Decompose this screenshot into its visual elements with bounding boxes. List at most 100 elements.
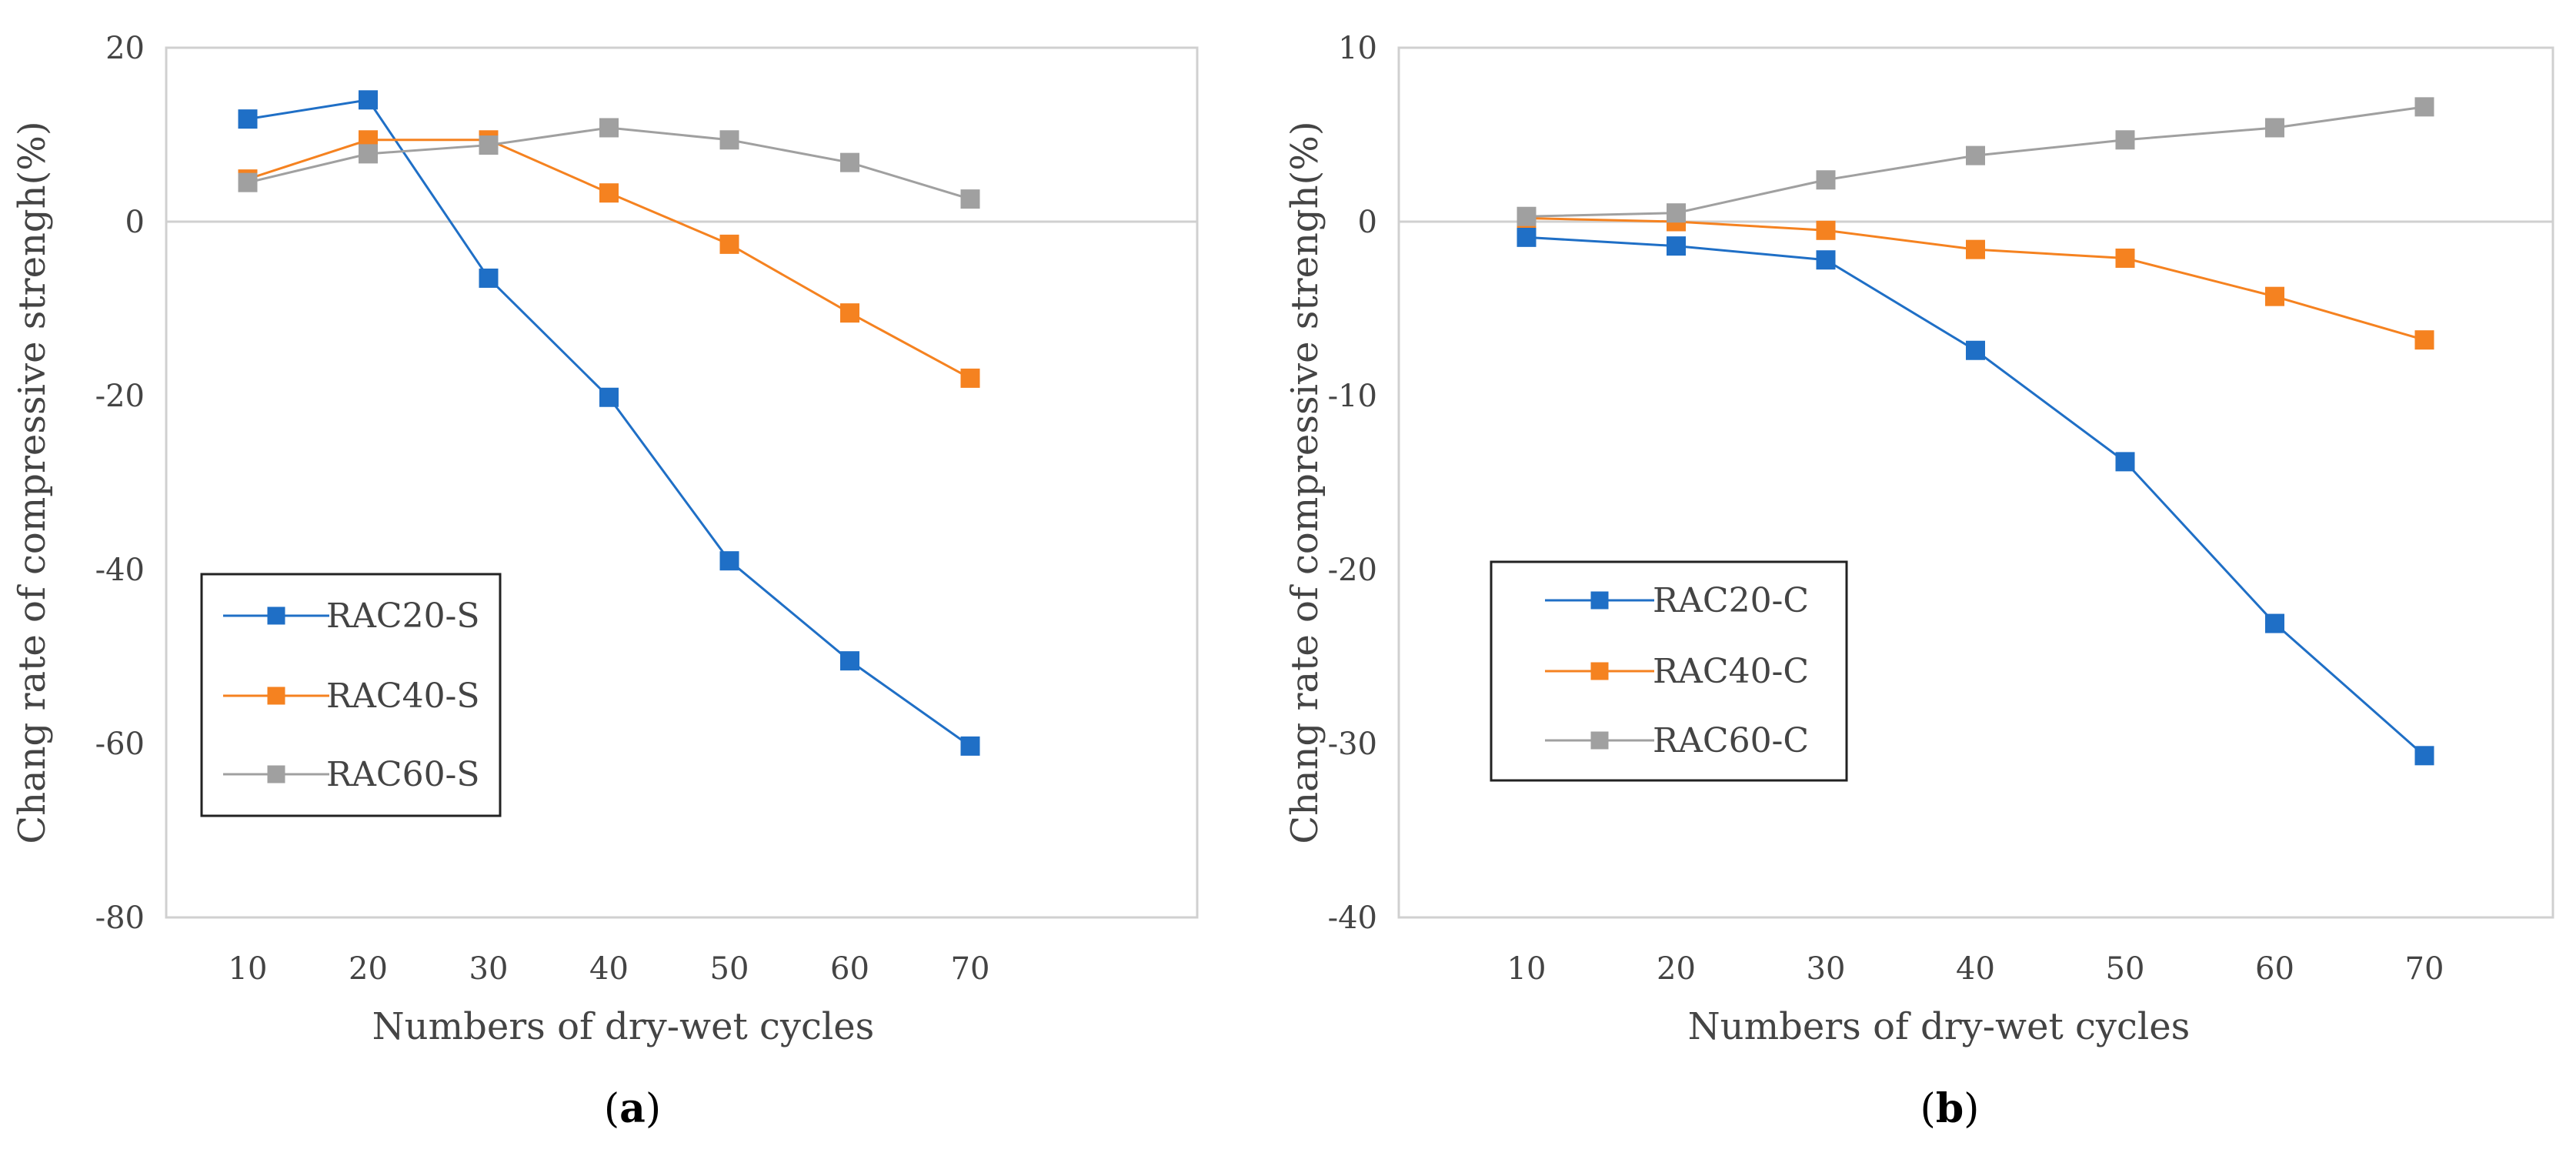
data-point [2115,130,2135,150]
x-tick-label: 50 [2106,951,2145,987]
y-tick-labels: 10 0 -10 -20 -30 -40 [1328,31,1377,936]
panel-b: 10 0 -10 -20 -30 -40 10 20 30 40 50 60 70 Chang rat… [1283,31,2554,1132]
legend-entry-rac60-s: RAC60-S [223,755,480,794]
plot-frame [1397,46,2554,919]
data-point [960,736,980,756]
series-layer [238,90,980,756]
y-tick-label: -20 [1328,553,1377,588]
x-tick-label: 60 [2255,951,2294,987]
data-point [2265,613,2284,633]
y-tick-label: 20 [105,31,145,66]
x-tick-label: 30 [469,951,509,987]
legend-marker [1590,662,1609,680]
x-tick-label: 20 [1657,951,1696,987]
data-point [479,135,499,155]
y-tick-label: -10 [1328,379,1377,414]
data-point [599,183,619,203]
data-point [238,172,258,192]
legend-label: RAC60-C [1653,721,1809,760]
data-point [840,303,859,323]
data-point [599,118,619,138]
legend-entry-rac40-s: RAC40-S [223,677,480,716]
data-point [2115,452,2135,472]
x-tick-label: 10 [229,951,268,987]
panel-caption: (b) [1920,1085,1980,1132]
legend-label: RAC20-C [1653,581,1809,620]
plot-frame [165,46,1199,919]
y-axis-title: Chang rate of compressive strengh(%) [1283,121,1326,844]
series-rac60-c [1517,97,2434,226]
data-point [1517,227,1537,247]
x-tick-label: 40 [589,951,629,987]
legend-marker [1590,731,1609,750]
data-point [719,130,739,150]
panel-letter: b [1936,1085,1964,1132]
y-tick-label: -80 [95,900,145,936]
legend-marker [267,765,285,783]
legend-label: RAC40-C [1653,652,1809,691]
legend-entry-rac20-c: RAC20-C [1545,581,1809,620]
data-point [599,387,619,407]
series-line [247,139,971,379]
data-point [1816,220,1836,240]
data-point [479,268,499,288]
data-point [1966,239,1985,259]
legend-marker [267,606,285,625]
x-axis-title: Numbers of dry-wet cycles [372,1005,875,1048]
x-tick-label: 70 [951,951,990,987]
data-point [2414,97,2434,117]
data-point [1966,340,1985,360]
data-point [2414,746,2434,766]
x-tick-label: 40 [1956,951,1995,987]
data-point [238,109,258,129]
x-tick-label: 20 [349,951,388,987]
y-tick-label: 10 [1338,31,1377,66]
legend-entry-rac20-s: RAC20-S [223,596,480,636]
panel-caption: (a) [604,1085,661,1132]
data-point [2115,248,2135,268]
legend-entry-rac60-c: RAC60-C [1545,721,1809,760]
panel-letter: a [619,1085,646,1132]
y-tick-label: -40 [95,553,145,588]
series-line [1526,216,2425,342]
x-tick-labels: 10 20 30 40 50 60 70 [1507,951,2444,987]
x-tick-label: 30 [1807,951,1846,987]
y-tick-label: -60 [95,727,145,762]
data-point [719,234,739,254]
data-point [1667,236,1686,256]
legend-label: RAC40-S [326,677,480,716]
x-tick-label: 60 [830,951,869,987]
legend-label: RAC20-S [326,596,480,636]
y-tick-labels: 20 0 -20 -40 -60 -80 [95,31,145,936]
x-tick-label: 70 [2405,951,2444,987]
x-tick-label: 50 [710,951,749,987]
series-rac40-c [1517,208,2434,350]
y-tick-label: -40 [1328,900,1377,936]
data-point [359,90,378,110]
data-point [1667,203,1686,223]
series-rac20-c [1517,227,2434,766]
data-point [2414,330,2434,350]
data-point [840,651,859,671]
x-tick-label: 10 [1507,951,1547,987]
data-point [719,551,739,571]
legend: RAC20-S RAC40-S RAC60-S [200,573,502,817]
series-layer [1517,97,2434,766]
data-point [960,189,980,209]
data-point [2265,118,2284,138]
data-point [1816,250,1836,270]
y-axis-title: Chang rate of compressive strengh(%) [11,121,54,844]
data-point [359,144,378,164]
panel-a: 20 0 -20 -40 -60 -80 10 20 30 40 50 60 70 Chang rat… [11,31,1199,1132]
data-point [2265,286,2284,306]
series-rac60-s [238,118,980,209]
legend-label: RAC60-S [326,755,480,794]
legend-entry-rac40-c: RAC40-C [1545,652,1809,691]
data-point [1816,170,1836,190]
y-tick-label: 0 [1358,205,1377,240]
x-tick-labels: 10 20 30 40 50 60 70 [229,951,990,987]
x-axis-title: Numbers of dry-wet cycles [1688,1005,2191,1048]
y-tick-label: 0 [125,205,145,240]
